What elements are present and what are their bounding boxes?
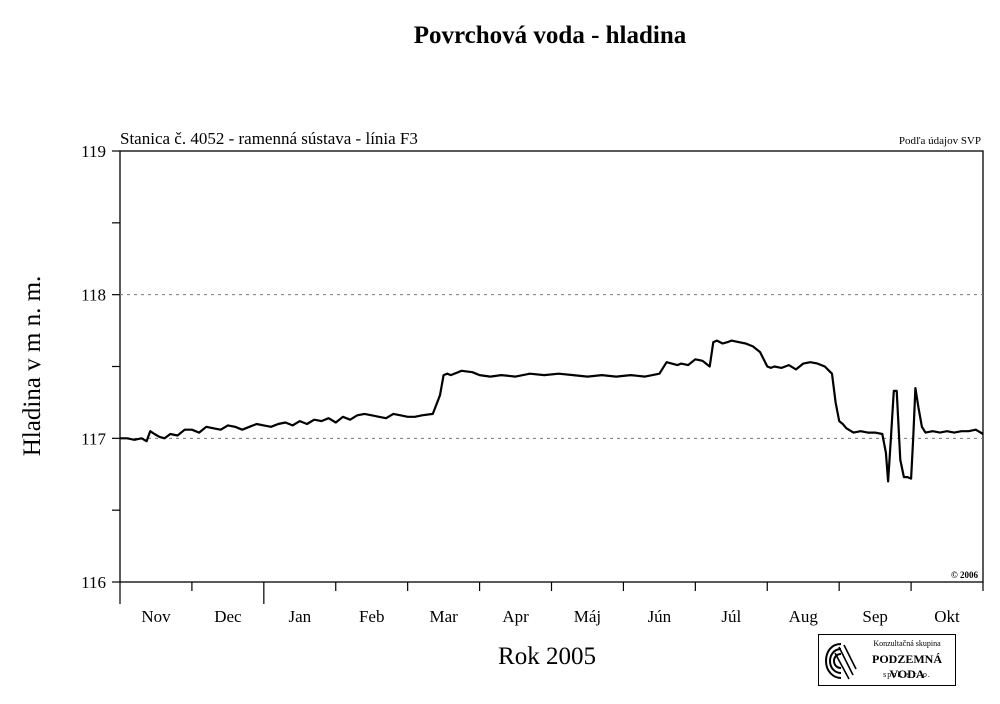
page-title: Povrchová voda - hladina [413,22,687,49]
x-tick-label: Apr [502,607,529,626]
x-tick-label: Aug [789,607,819,626]
x-tick-label: Jún [648,607,672,626]
gridlines [120,294,983,439]
company-logo: Konzultačná skupina PODZEMNÁ VODA spol. … [818,634,956,686]
x-tick-label: Feb [359,607,385,626]
copyright-note: © 2006 [951,570,978,580]
water-swirl-icon [824,643,857,680]
y-tick-label: 119 [81,142,106,161]
y-tick-label: 117 [81,429,106,448]
logo-company-name: PODZEMNÁ VODA [872,652,942,681]
y-tick-label: 116 [81,573,106,592]
series-line [120,339,984,483]
y-axis-title: Hladina v m n. m. [19,276,46,457]
source-note: Podľa údajov SVP [899,135,981,147]
plot-frame [119,150,984,583]
logo-tagline: Konzultačná skupina [873,639,941,648]
y-tick-label: 118 [81,286,106,305]
chart-subtitle: Stanica č. 4052 - ramenná sústava - líni… [120,129,418,148]
logo-legal-form: spol. s r. o. [883,670,931,679]
x-tick-label: Mar [429,607,458,626]
x-axis-ticks: Nov Dec Jan Feb Mar Apr Máj Jún Júl Aug Sep Okt [119,582,984,626]
x-tick-label: Nov [141,607,171,626]
x-tick-label: Máj [574,607,601,626]
y-axis-ticks: 116 117 118 119 [81,142,120,592]
x-axis-title: Rok 2005 [498,643,596,670]
x-tick-label: Dec [214,607,242,626]
x-tick-label: Jan [288,607,311,626]
x-tick-label: Okt [934,607,960,626]
x-tick-label: Júl [721,607,741,626]
x-tick-label: Sep [862,607,888,626]
